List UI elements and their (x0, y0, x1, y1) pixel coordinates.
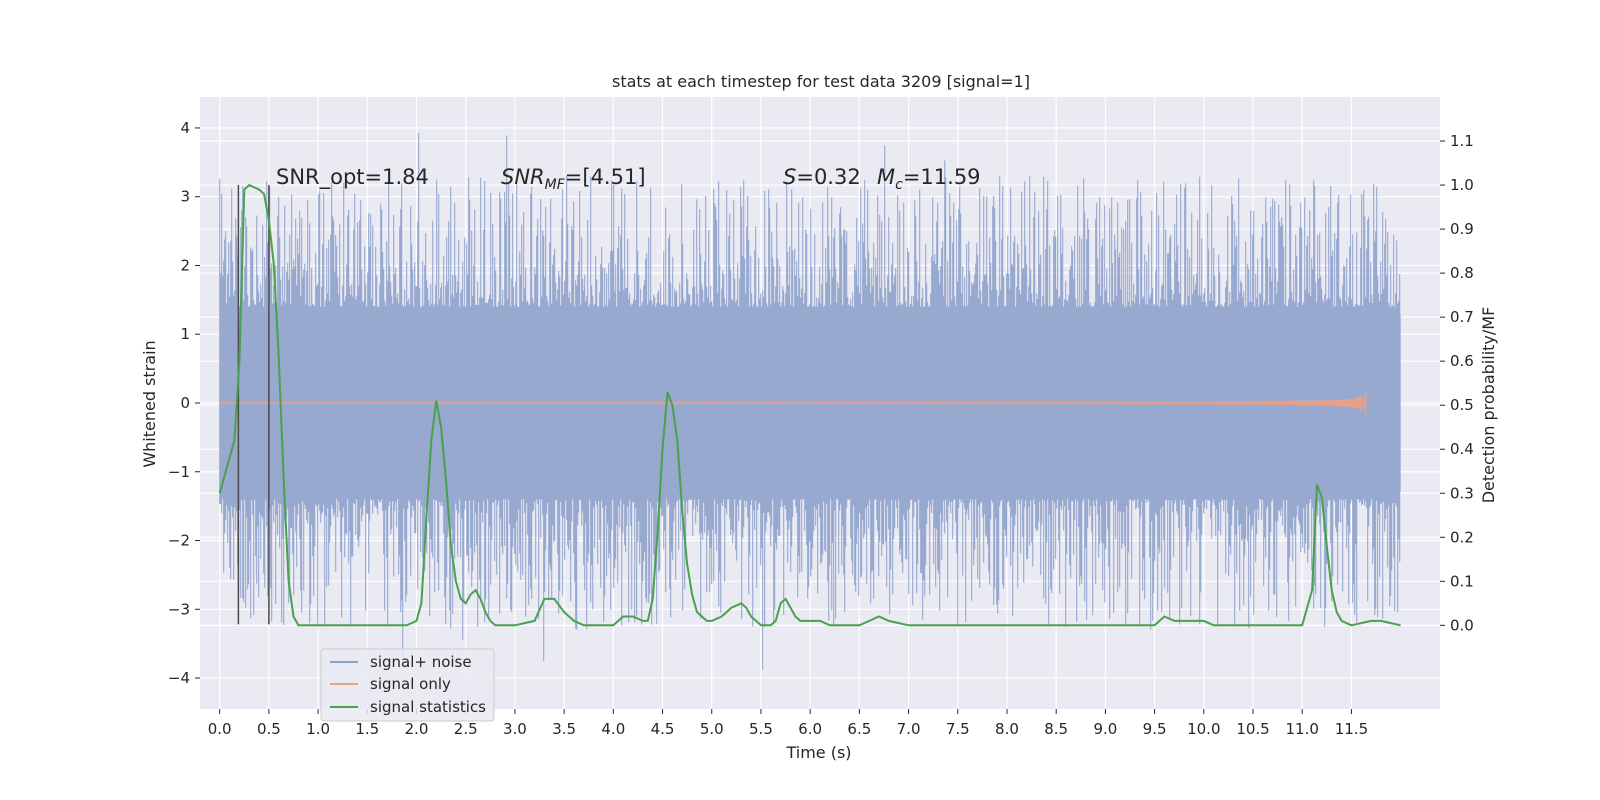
y2-tick-label-3: 0.3 (1450, 484, 1474, 502)
annotation-mc: Mc=11.59 (877, 165, 981, 193)
annotation-snr-opt: SNR_opt=1.84 (276, 165, 429, 190)
annotation-snr-mf-rest: =[4.51] (565, 165, 646, 189)
x-tick-label-23: 11.5 (1335, 720, 1368, 738)
y2-tick-label-7: 0.7 (1450, 308, 1474, 326)
series-signal-only (219, 392, 1367, 418)
x-tick-label-13: 6.5 (847, 720, 871, 738)
signal-chirp (219, 392, 1367, 418)
y-tick-label-7: 3 (180, 188, 190, 206)
annotation-s: S=0.32 (783, 165, 861, 189)
x-tick-label-19: 9.5 (1143, 720, 1167, 738)
y2-tick-label-5: 0.5 (1450, 396, 1474, 414)
y-axis-label: Whitened strain (140, 340, 159, 467)
x-tick-label-8: 4.0 (601, 720, 625, 738)
y2-tick-label-9: 0.9 (1450, 220, 1474, 238)
x-tick-label-17: 8.5 (1044, 720, 1068, 738)
x-tick-label-6: 3.0 (503, 720, 527, 738)
y-axis-right: 0.0 0.1 0.2 0.3 0.4 0.5 0.6 0.7 0.8 0.9 1.0 1.1 (1440, 132, 1474, 634)
y-tick-label-5: 1 (180, 325, 190, 343)
x-tick-label-11: 5.5 (749, 720, 773, 738)
x-tick-label-2: 1.0 (306, 720, 330, 738)
y-tick-label-3: −1 (168, 463, 190, 481)
legend-label-signal-plus-noise: signal+ noise (370, 653, 472, 671)
x-tick-label-1: 0.5 (257, 720, 281, 738)
chart-title: stats at each timestep for test data 320… (612, 72, 1030, 91)
y2-tick-label-11: 1.1 (1450, 132, 1474, 150)
x-tick-label-15: 7.5 (946, 720, 970, 738)
x-tick-label-22: 11.0 (1286, 720, 1319, 738)
y2-tick-label-10: 1.0 (1450, 176, 1474, 194)
x-tick-label-7: 3.5 (552, 720, 576, 738)
x-axis-label: Time (s) (785, 743, 851, 762)
annotation-s-main: S (783, 165, 796, 189)
y2-tick-label-0: 0.0 (1450, 616, 1474, 634)
x-tick-label-0: 0.0 (208, 720, 232, 738)
annotation-mc-rest: =11.59 (903, 165, 981, 189)
annotation-mc-sub: c (895, 177, 903, 193)
legend: signal+ noise signal only signal statist… (320, 648, 495, 722)
annotation-mc-main: M (877, 165, 895, 189)
x-tick-label-14: 7.0 (897, 720, 921, 738)
y-tick-label-0: −4 (168, 669, 190, 687)
y-tick-label-8: 4 (180, 119, 190, 137)
x-tick-label-9: 4.5 (651, 720, 675, 738)
x-tick-label-20: 10.0 (1187, 720, 1220, 738)
annotation-snr-mf-sub: MF (545, 177, 566, 193)
x-axis: 0.0 0.5 1.0 1.5 2.0 2.5 3.0 3.5 4.0 4.5 5.0 5.5 6.0 6… (208, 709, 1368, 738)
x-tick-label-3: 1.5 (355, 720, 379, 738)
legend-label-signal-statistics: signal statistics (370, 698, 486, 716)
noise-trace (219, 132, 1401, 670)
series-signal-statistics (218, 183, 1401, 627)
y-tick-label-2: −2 (168, 532, 190, 550)
y2-axis-label: Detection probability/MF (1479, 307, 1498, 504)
x-tick-label-12: 6.0 (798, 720, 822, 738)
annotation-s-rest: =0.32 (796, 165, 860, 189)
x-tick-label-4: 2.0 (405, 720, 429, 738)
y2-tick-label-8: 0.8 (1450, 264, 1474, 282)
y-tick-label-1: −3 (168, 600, 190, 618)
annotation-snr-mf-main: SNR (501, 165, 545, 189)
legend-label-signal-only: signal only (370, 675, 451, 693)
legend-box (320, 648, 495, 722)
y-tick-label-6: 2 (180, 256, 190, 274)
x-tick-label-5: 2.5 (454, 720, 478, 738)
annotations: SNR_opt=1.84 SNRMF=[4.51] S=0.32 Mc=11.5… (276, 165, 981, 193)
annotation-snr-mf: SNRMF=[4.51] (501, 165, 646, 193)
x-tick-label-18: 9.0 (1093, 720, 1117, 738)
x-tick-label-16: 8.0 (995, 720, 1019, 738)
x-tick-label-21: 10.5 (1236, 720, 1269, 738)
y-tick-label-4: 0 (180, 394, 190, 412)
vertical-markers (237, 185, 270, 625)
y2-tick-label-2: 0.2 (1450, 528, 1474, 546)
y-axis-left: −4 −3 −2 −1 0 1 2 3 4 (168, 119, 200, 687)
y2-tick-label-6: 0.6 (1450, 352, 1474, 370)
y2-tick-label-4: 0.4 (1450, 440, 1474, 458)
y2-tick-label-1: 0.1 (1450, 572, 1474, 590)
x-tick-label-10: 5.0 (700, 720, 724, 738)
stats-line (218, 183, 1401, 627)
